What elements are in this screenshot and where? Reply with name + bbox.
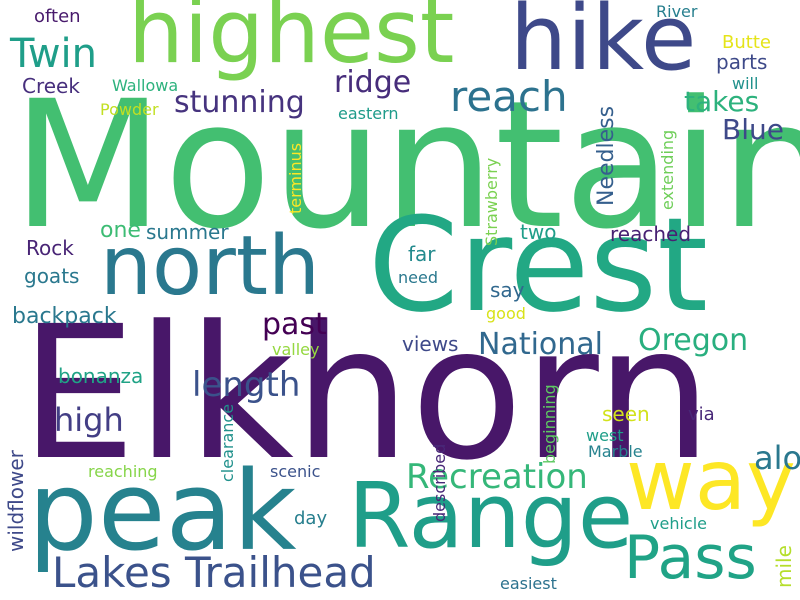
word-blue: Blue [722, 113, 784, 146]
word-peak: peak [28, 447, 297, 575]
word-valley: valley [272, 340, 320, 359]
word-lakes-trailhead: Lakes Trailhead [52, 548, 376, 597]
word-along: along [754, 439, 800, 477]
word-butte: Butte [722, 32, 771, 53]
word-beginning: beginning [540, 384, 559, 464]
word-one: one [100, 218, 141, 243]
word-summer: summer [146, 220, 229, 244]
word-vehicle: vehicle [650, 514, 707, 533]
word-wildflower: wildflower [4, 450, 28, 552]
word-creek: Creek [22, 74, 80, 98]
word-past: past [262, 307, 327, 342]
word-needless: Needless [594, 105, 619, 206]
word-views: views [402, 332, 459, 356]
word-clearance: clearance [218, 403, 237, 482]
word-two: two [520, 220, 557, 244]
word-pass: Pass [624, 523, 757, 593]
word-highest: highest [128, 0, 455, 83]
word-oregon: Oregon [638, 323, 749, 358]
word-parts: parts [716, 50, 768, 74]
word-will: will [732, 74, 759, 93]
word-mile: mile [772, 545, 796, 588]
word-need: need [398, 268, 438, 287]
word-bonanza: bonanza [58, 364, 144, 388]
word-recreation: Recreation [406, 457, 588, 497]
word-often: often [34, 6, 81, 27]
word-high: high [54, 401, 124, 439]
word-extending: extending [658, 129, 677, 210]
word-reached: reached [610, 222, 692, 246]
word-rock: Rock [26, 236, 74, 260]
word-seen: seen [602, 402, 650, 426]
word-crest: Crest [368, 189, 709, 341]
word-reaching: reaching [88, 462, 158, 481]
word-scenic: scenic [270, 462, 321, 481]
word-stunning: stunning [174, 85, 305, 120]
word-say: say [490, 278, 525, 302]
word-range: Range [348, 464, 634, 569]
word-terminus: terminus [286, 142, 305, 214]
word-way: way [626, 431, 796, 529]
word-eastern: eastern [338, 104, 399, 123]
word-via: via [688, 404, 715, 425]
word-ridge: ridge [334, 65, 412, 100]
word-hike: hike [510, 0, 697, 91]
word-takes: takes [684, 85, 760, 118]
word-easiest: easiest [500, 574, 557, 593]
word-length: length [192, 365, 301, 405]
word-river: River [656, 2, 698, 21]
word-twin: Twin [10, 31, 97, 77]
word-powder: Powder [100, 100, 159, 119]
word-elkhorn: Elkhorn [20, 287, 713, 501]
word-good: good [486, 304, 526, 323]
word-strawberry: Strawberry [482, 157, 501, 246]
word-mountain: Mountain [12, 63, 800, 268]
word-reach: reach [450, 72, 568, 121]
word-marble: Marble [588, 442, 643, 461]
word-day: day [294, 508, 328, 529]
word-backpack: backpack [12, 304, 117, 329]
word-far: far [408, 242, 436, 266]
word-described: described [430, 443, 449, 522]
word-west: west [586, 426, 624, 445]
word-wallowa: Wallowa [112, 76, 179, 95]
word-goats: goats [24, 264, 80, 288]
word-national: National [478, 327, 604, 362]
word-north: north [100, 219, 320, 314]
